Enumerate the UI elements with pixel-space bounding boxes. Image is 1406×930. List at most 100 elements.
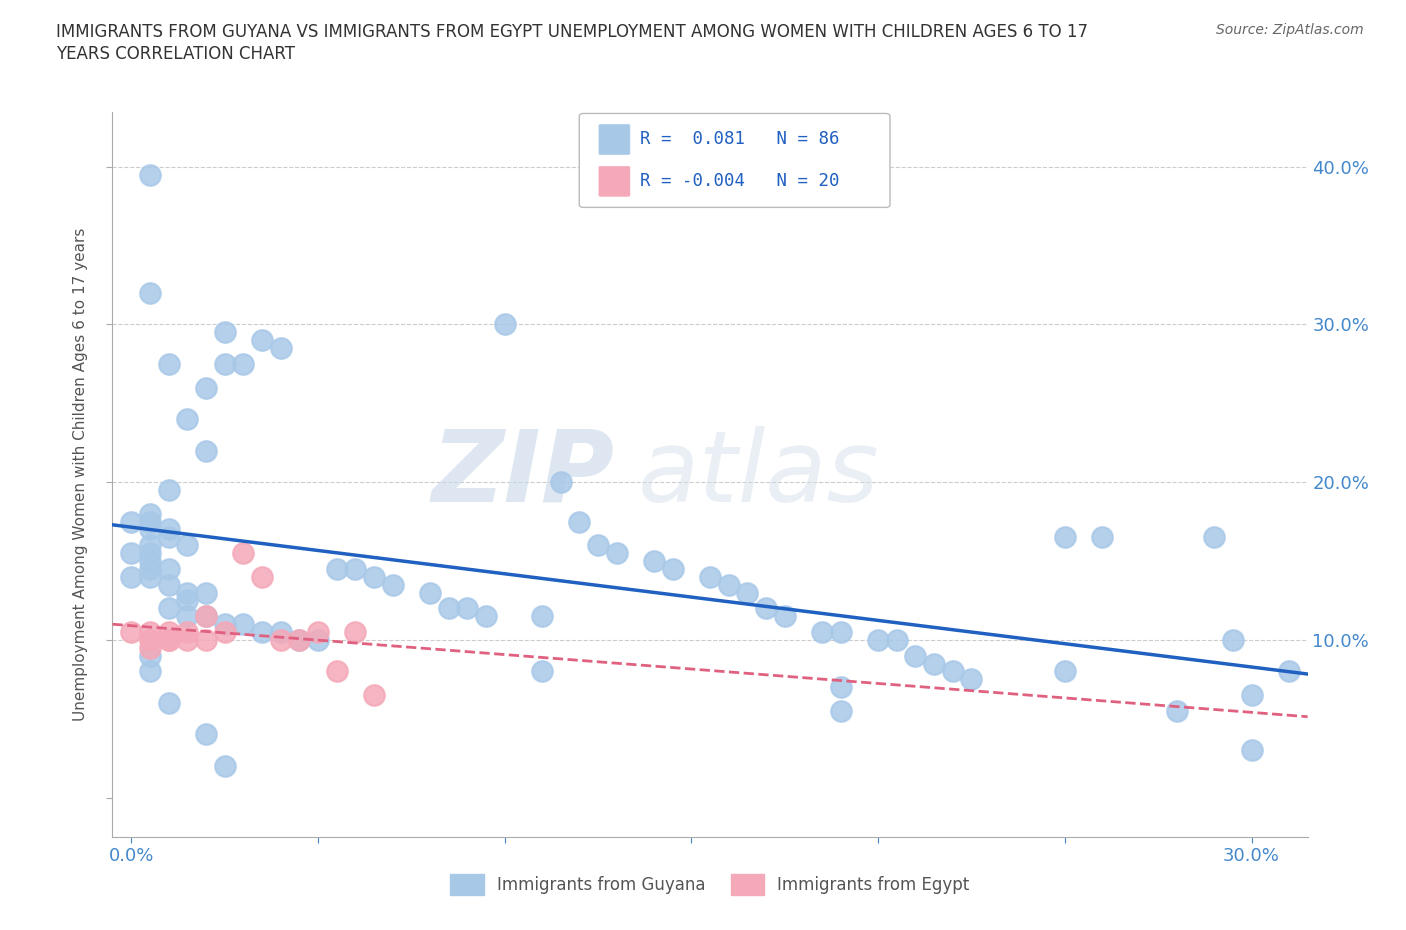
Point xyxy=(773,609,796,624)
Point xyxy=(830,703,852,718)
Point xyxy=(643,553,665,568)
Point xyxy=(139,522,162,537)
Point xyxy=(176,632,198,647)
Point xyxy=(120,514,142,529)
Point xyxy=(363,687,385,702)
Point xyxy=(307,625,329,640)
Point xyxy=(194,380,217,395)
Text: ZIP: ZIP xyxy=(432,426,614,523)
Point xyxy=(344,562,367,577)
Point xyxy=(139,641,162,656)
Point xyxy=(157,562,180,577)
Point xyxy=(139,553,162,568)
Point xyxy=(270,340,292,355)
Point xyxy=(737,585,759,600)
Point xyxy=(139,514,162,529)
Point xyxy=(194,585,217,600)
Point xyxy=(325,562,347,577)
Point xyxy=(139,538,162,552)
Point xyxy=(120,546,142,561)
Point xyxy=(232,617,254,631)
Point xyxy=(922,656,945,671)
Point xyxy=(1091,530,1114,545)
Point xyxy=(176,593,198,608)
Point xyxy=(176,625,198,640)
Point xyxy=(1204,530,1226,545)
Point xyxy=(494,317,516,332)
Point xyxy=(194,632,217,647)
Point xyxy=(904,648,927,663)
Point xyxy=(475,609,498,624)
Point xyxy=(214,325,236,339)
Point xyxy=(586,538,609,552)
Text: atlas: atlas xyxy=(638,426,880,523)
Point xyxy=(344,625,367,640)
Point xyxy=(811,625,834,640)
Point xyxy=(1053,530,1076,545)
Point xyxy=(699,569,721,584)
Point xyxy=(232,546,254,561)
Point xyxy=(755,601,778,616)
Point xyxy=(1166,703,1188,718)
Text: R =  0.081   N = 86: R = 0.081 N = 86 xyxy=(640,130,839,149)
Point xyxy=(942,664,965,679)
Point xyxy=(530,664,553,679)
Point xyxy=(288,632,311,647)
Point xyxy=(194,444,217,458)
Point xyxy=(194,609,217,624)
Point xyxy=(886,632,908,647)
Point xyxy=(120,569,142,584)
Point xyxy=(606,546,628,561)
Point xyxy=(419,585,441,600)
Point xyxy=(139,286,162,300)
Point xyxy=(1222,632,1244,647)
Point xyxy=(139,648,162,663)
Point xyxy=(661,562,683,577)
Y-axis label: Unemployment Among Women with Children Ages 6 to 17 years: Unemployment Among Women with Children A… xyxy=(73,228,89,721)
Text: YEARS CORRELATION CHART: YEARS CORRELATION CHART xyxy=(56,45,295,62)
Point xyxy=(214,759,236,774)
Point xyxy=(139,546,162,561)
Point xyxy=(288,632,311,647)
Point xyxy=(307,632,329,647)
Point xyxy=(717,578,740,592)
Point xyxy=(157,530,180,545)
Point xyxy=(381,578,404,592)
Point xyxy=(139,632,162,647)
Point xyxy=(530,609,553,624)
Point xyxy=(214,356,236,371)
Point xyxy=(270,632,292,647)
Point xyxy=(176,412,198,427)
Point xyxy=(139,664,162,679)
Point xyxy=(176,609,198,624)
Point xyxy=(139,562,162,577)
Point xyxy=(176,585,198,600)
Point xyxy=(157,632,180,647)
Point xyxy=(830,625,852,640)
Point xyxy=(270,625,292,640)
Point xyxy=(1240,687,1263,702)
Point xyxy=(363,569,385,584)
Point xyxy=(830,680,852,695)
Point xyxy=(139,506,162,521)
Point xyxy=(568,514,591,529)
Point xyxy=(157,522,180,537)
Point xyxy=(157,601,180,616)
Point xyxy=(1053,664,1076,679)
Point xyxy=(139,167,162,182)
Point xyxy=(139,569,162,584)
Point xyxy=(437,601,460,616)
Point xyxy=(157,578,180,592)
Point xyxy=(232,356,254,371)
Point xyxy=(214,617,236,631)
Point xyxy=(250,625,273,640)
Point xyxy=(1240,743,1263,758)
Point xyxy=(157,625,180,640)
Text: IMMIGRANTS FROM GUYANA VS IMMIGRANTS FROM EGYPT UNEMPLOYMENT AMONG WOMEN WITH CH: IMMIGRANTS FROM GUYANA VS IMMIGRANTS FRO… xyxy=(56,23,1088,41)
Point xyxy=(120,625,142,640)
Point xyxy=(157,632,180,647)
Point xyxy=(157,696,180,711)
Point xyxy=(960,671,983,686)
Point xyxy=(325,664,347,679)
Point xyxy=(868,632,890,647)
